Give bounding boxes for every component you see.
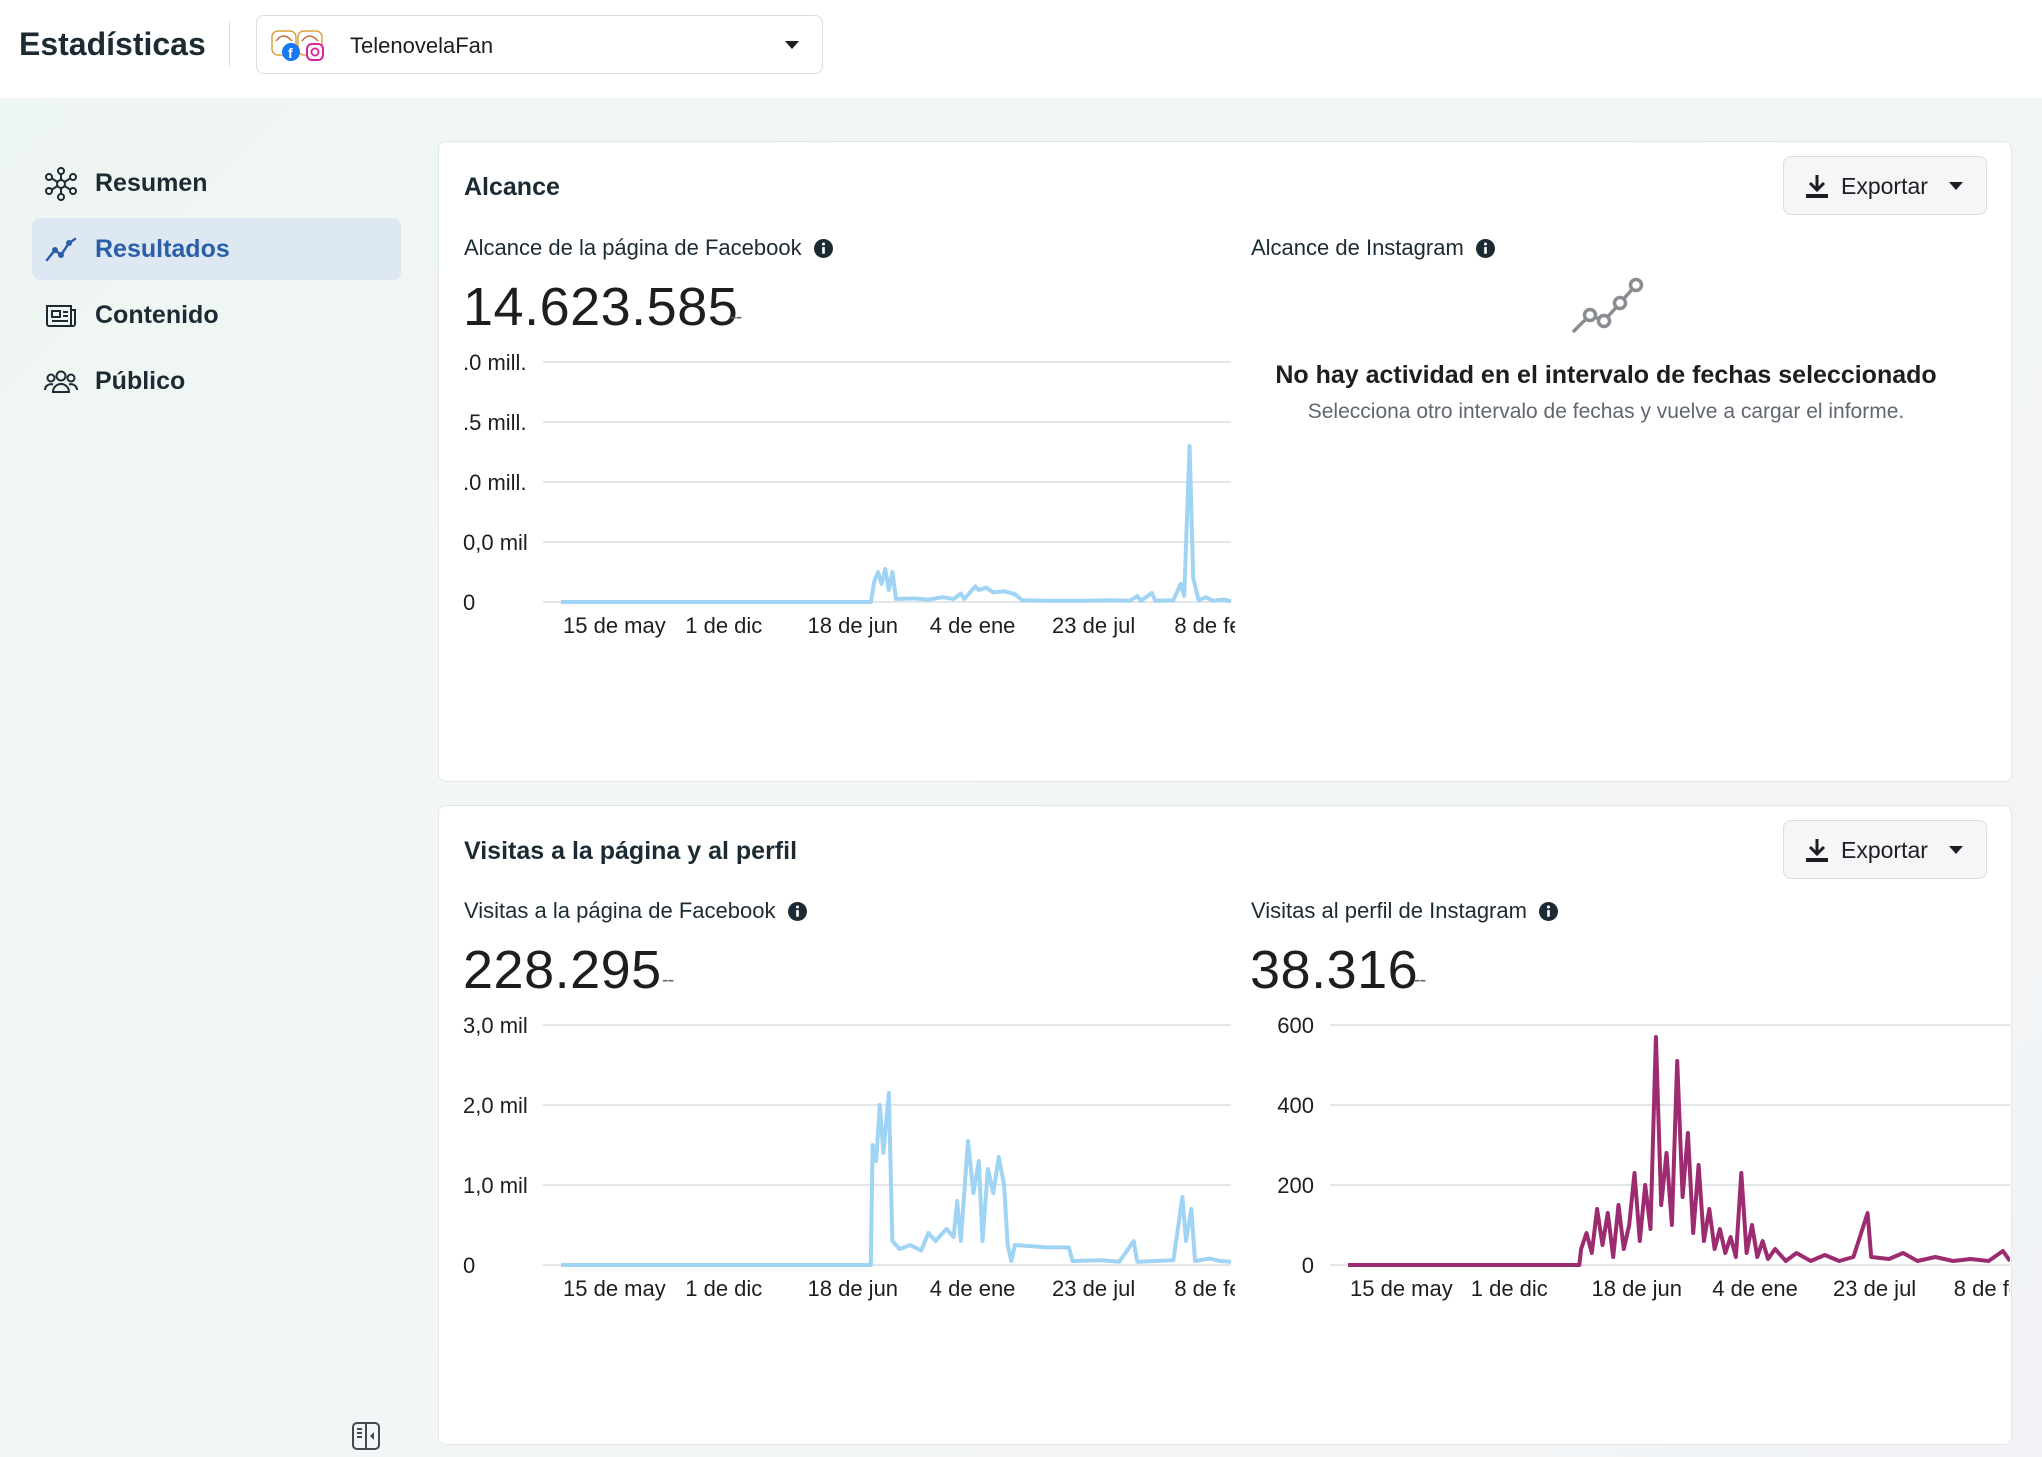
- export-button[interactable]: Exportar: [1783, 820, 1987, 879]
- ig-visits-label-text: Visitas al perfil de Instagram: [1251, 898, 1527, 923]
- info-icon[interactable]: [1475, 239, 1495, 258]
- x-tick-label: 1 de dic: [685, 1276, 762, 1301]
- series-line: [561, 444, 1232, 604]
- audience-icon: [44, 370, 78, 393]
- ig-visits-chart: 0 200 400 600 15 de may 1 de dic 18 de jun 4 de…: [1277, 1013, 2010, 1301]
- fb-visits-label: Visitas a la página de Facebook: [464, 898, 807, 924]
- y-tick-label: 400: [1277, 1093, 1314, 1118]
- y-tick-label: 0: [463, 1253, 475, 1278]
- account-name: TelenovelaFan: [350, 33, 494, 58]
- sidebar-item-publico[interactable]: Público: [32, 350, 401, 412]
- y-tick-label: 0: [1302, 1253, 1314, 1278]
- ig-visits-label: Visitas al perfil de Instagram: [1251, 898, 1559, 924]
- top-bar: Estadísticas f TelenovelaFan: [0, 0, 2042, 98]
- x-tick-label: 4 de ene: [930, 613, 1016, 638]
- x-tick-label: 15 de may: [563, 613, 666, 638]
- sidebar-item-label: Resumen: [95, 169, 208, 197]
- x-tick-label: 23 de jul: [1052, 613, 1135, 638]
- fb-reach-label: Alcance de la página de Facebook: [464, 235, 833, 261]
- title-divider: [229, 22, 230, 66]
- y-tick-label: 1,0 mil: [463, 1173, 528, 1198]
- x-tick-label: 1 de dic: [685, 613, 762, 638]
- fb-reach-label-text: Alcance de la página de Facebook: [464, 235, 802, 260]
- x-tick-label: 18 de jun: [808, 613, 899, 638]
- x-tick-label: 4 de ene: [930, 1276, 1016, 1301]
- fb-visits-value: 228.295: [463, 940, 662, 1000]
- collapse-sidebar-icon[interactable]: [350, 1420, 382, 1452]
- y-tick-label: 2,0 mil: [463, 1093, 528, 1118]
- chevron-down-icon: [1949, 182, 1963, 190]
- y-tick-label: .5 mill.: [463, 410, 527, 435]
- sidebar-item-label: Público: [95, 367, 186, 395]
- x-tick-label: 18 de jun: [808, 1276, 899, 1301]
- fb-reach-change: --: [730, 306, 742, 328]
- ig-visits-value: 38.316: [1250, 940, 1419, 1000]
- fb-reach-value: 14.623.585: [463, 277, 739, 337]
- card-title: Visitas a la página y al perfil: [464, 837, 798, 865]
- chevron-down-icon: [785, 41, 799, 49]
- empty-chart-icon: [1572, 277, 1644, 333]
- ig-reach-label: Alcance de Instagram: [1251, 235, 1495, 261]
- empty-subtitle: Selecciona otro intervalo de fechas y vu…: [1307, 400, 1905, 423]
- page-title: Estadísticas: [19, 26, 206, 62]
- sidebar-item-resultados[interactable]: Resultados: [32, 218, 401, 280]
- x-tick-label: 23 de jul: [1052, 1276, 1135, 1301]
- series-line: [1348, 1035, 2010, 1267]
- x-tick-label: 18 de jun: [1592, 1276, 1683, 1301]
- fb-visits-chart: 0 1,0 mil 2,0 mil 3,0 mil 15 de may 1 de dic 1…: [463, 1013, 1235, 1301]
- account-selector[interactable]: f TelenovelaFan: [256, 15, 823, 74]
- info-icon[interactable]: [813, 239, 833, 258]
- y-tick-label: 600: [1277, 1013, 1314, 1038]
- x-tick-label: 23 de jul: [1833, 1276, 1916, 1301]
- x-tick-label: 8 de fe: [1174, 1276, 1235, 1301]
- y-tick-label: .0 mill.: [463, 350, 527, 375]
- x-tick-label: 1 de dic: [1471, 1276, 1548, 1301]
- export-button[interactable]: Exportar: [1783, 156, 1987, 215]
- sidebar-item-label: Contenido: [95, 301, 219, 329]
- export-label: Exportar: [1841, 173, 1928, 199]
- sidebar-item-contenido[interactable]: Contenido: [32, 284, 401, 346]
- empty-title: No hay actividad en el intervalo de fech…: [1275, 361, 1937, 389]
- fb-visits-label-text: Visitas a la página de Facebook: [464, 898, 776, 923]
- fb-visits-change: --: [662, 969, 674, 991]
- x-tick-label: 15 de may: [1350, 1276, 1453, 1301]
- info-icon[interactable]: [1539, 902, 1559, 921]
- x-tick-label: 8 de fe: [1174, 613, 1235, 638]
- x-tick-label: 4 de ene: [1712, 1276, 1798, 1301]
- sidebar-item-resumen[interactable]: Resumen: [32, 152, 401, 214]
- card-title: Alcance: [464, 173, 560, 201]
- y-tick-label: 3,0 mil: [463, 1013, 528, 1038]
- export-label: Exportar: [1841, 837, 1928, 863]
- trend-icon: [45, 237, 77, 262]
- network-icon: [45, 167, 77, 201]
- series-line: [561, 1091, 1232, 1267]
- fb-reach-chart: 0 0,0 mil .0 mill. .5 mill. .0 mill. 15 de ma…: [463, 350, 1235, 638]
- sidebar-item-label: Resultados: [95, 235, 230, 263]
- download-icon: [1806, 175, 1828, 198]
- ig-visits-change: --: [1414, 969, 1426, 991]
- info-icon[interactable]: [787, 902, 807, 921]
- x-tick-label: 8 de fe: [1954, 1276, 2010, 1301]
- ig-reach-label-text: Alcance de Instagram: [1251, 235, 1464, 260]
- chevron-down-icon: [1949, 846, 1963, 854]
- reach-card: Alcance Exportar Alcance de la página de…: [438, 141, 2012, 782]
- svg-text:f: f: [288, 45, 293, 61]
- empty-state: No hay actividad en el intervalo de fech…: [1226, 275, 1986, 424]
- y-tick-label: 0: [463, 590, 475, 615]
- visits-card: Visitas a la página y al perfil Exportar…: [438, 805, 2012, 1445]
- x-tick-label: 15 de may: [563, 1276, 666, 1301]
- y-tick-label: 200: [1277, 1173, 1314, 1198]
- account-avatar-icon: f: [271, 30, 324, 61]
- content-icon: [46, 305, 76, 327]
- download-icon: [1806, 839, 1828, 862]
- y-tick-label: .0 mill.: [463, 470, 527, 495]
- y-tick-label: 0,0 mil: [463, 530, 528, 555]
